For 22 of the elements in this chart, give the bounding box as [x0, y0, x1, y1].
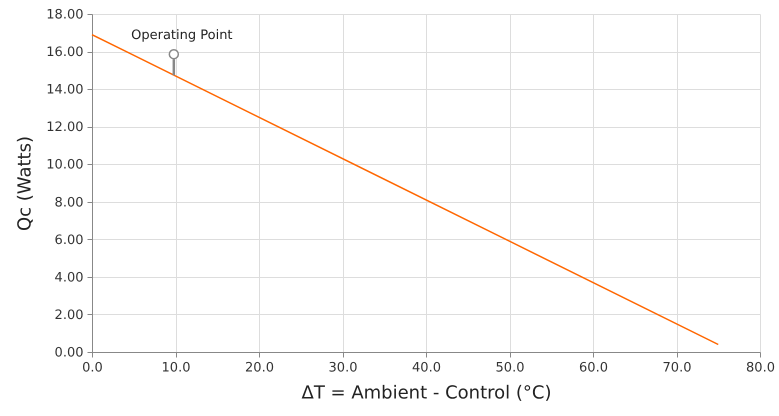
- y-tick-label: 18.00: [46, 8, 84, 22]
- x-tick-label: 0.0: [82, 360, 103, 376]
- x-tick-label: 20.0: [245, 360, 274, 376]
- y-tick-label: 4.00: [54, 270, 84, 286]
- x-tick-label: 70.0: [662, 360, 692, 376]
- y-tick-label: 14.00: [46, 82, 84, 98]
- y-tick-label: 0.00: [54, 346, 84, 360]
- x-tick-label: 80.0: [746, 360, 775, 376]
- x-axis-title: ΔT = Ambient - Control (°C): [302, 382, 552, 404]
- x-tick-label: 60.0: [579, 360, 608, 376]
- y-tick-label: 2.00: [54, 308, 84, 323]
- x-tick-label: 30.0: [328, 360, 358, 376]
- annotation: Operating Point: [131, 28, 233, 44]
- y-tick-label: 10.00: [46, 158, 84, 173]
- x-tick-label: 40.0: [412, 360, 441, 376]
- y-tick-label: 8.00: [54, 195, 84, 210]
- x-tick-label: 50.0: [496, 360, 524, 376]
- y-axis-title: Qc (Watts): [14, 136, 36, 232]
- x-tick-label: 10.0: [162, 360, 190, 376]
- y-tick-label: 12.00: [46, 120, 84, 136]
- y-tick-label: 6.00: [54, 232, 84, 248]
- y-tick-label: 16.00: [46, 45, 84, 60]
